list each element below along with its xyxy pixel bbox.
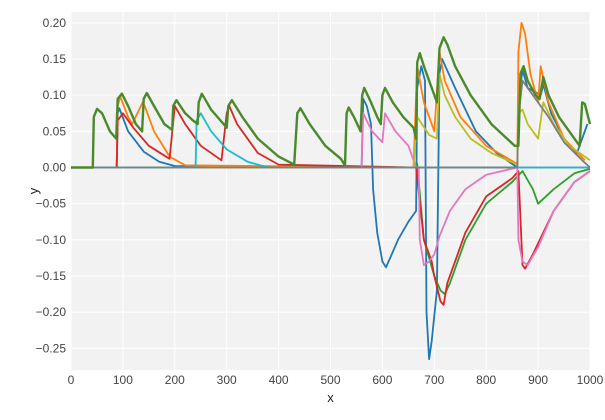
x-tick-label: 0 [68, 373, 75, 387]
y-tick-label: 0.10 [43, 88, 67, 102]
y-tick-label: 0.00 [43, 160, 67, 174]
x-tick-label: 1000 [577, 373, 604, 387]
y-tick-label: −0.05 [36, 197, 67, 211]
y-tick-label: 0.20 [43, 16, 67, 30]
series-line-2 [71, 21, 586, 169]
series-line-10 [71, 36, 592, 169]
series-line-9 [71, 79, 591, 169]
y-tick-label: −0.10 [36, 233, 67, 247]
series-line-7 [71, 72, 591, 169]
y-axis-label: y [26, 187, 41, 194]
y-tick-label: 0.15 [43, 52, 67, 66]
x-axis-label: x [327, 390, 334, 405]
x-tick-label: 400 [269, 373, 289, 387]
grid-lines [70, 12, 591, 370]
y-tick-label: −0.20 [36, 305, 67, 319]
x-tick-label: 300 [217, 373, 237, 387]
series-line-8 [71, 112, 590, 169]
x-tick-label: 500 [320, 373, 340, 387]
y-tick-label: 0.05 [43, 124, 67, 138]
tick-labels: 0 100 200 300 400 500 600 700 800 900 1000 0.20 0.15… [36, 16, 604, 387]
series-line-6 [71, 112, 591, 267]
x-tick-label: 900 [528, 373, 548, 387]
x-tick-label: 100 [113, 373, 133, 387]
y-tick-label: −0.25 [36, 341, 67, 355]
x-tick-label: 700 [424, 373, 444, 387]
x-tick-label: 200 [165, 373, 185, 387]
data-series [71, 21, 592, 361]
x-tick-label: 800 [476, 373, 496, 387]
y-tick-label: −0.15 [36, 269, 67, 283]
x-tick-label: 600 [372, 373, 392, 387]
